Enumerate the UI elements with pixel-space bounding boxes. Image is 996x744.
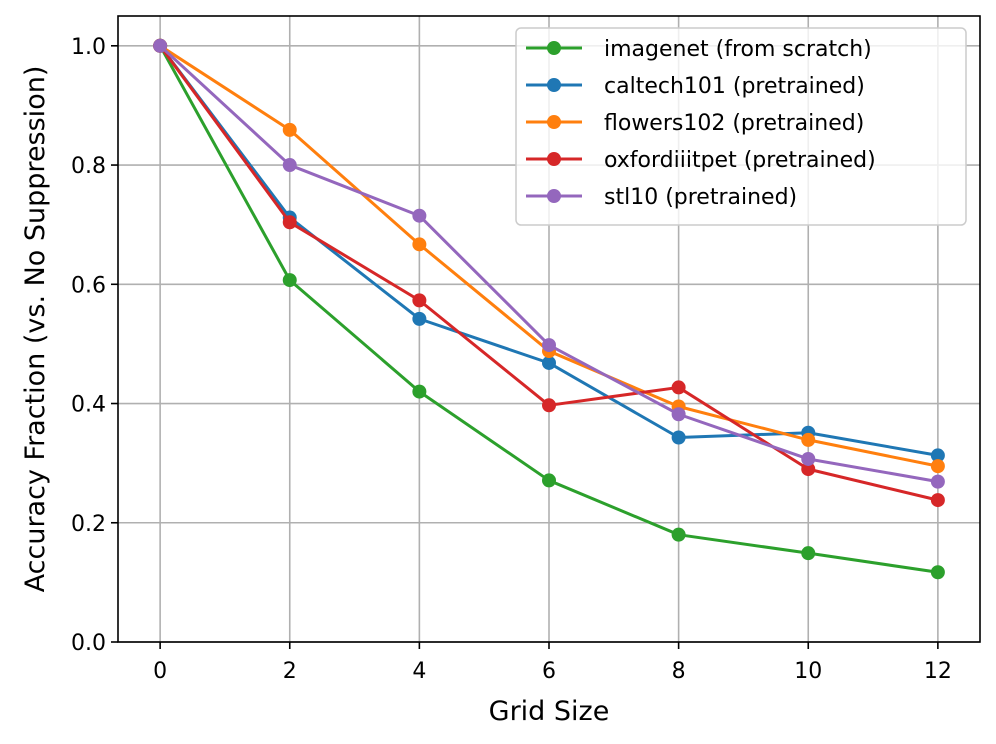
legend: imagenet (from scratch) caltech101 (pretr…	[515, 27, 967, 226]
legend-label: oxfordiiitpet (pretrained)	[604, 148, 876, 173]
x-tick-label: 2	[283, 659, 297, 684]
series-lines	[153, 38, 945, 580]
series-3	[153, 38, 945, 508]
series-4	[153, 38, 945, 489]
x-tick-label: 6	[542, 659, 556, 684]
legend-entry: caltech101 (pretrained)	[526, 74, 865, 99]
legend-label: imagenet (from scratch)	[604, 37, 872, 62]
legend-label: caltech101 (pretrained)	[604, 74, 865, 99]
x-tick-label: 4	[412, 659, 426, 684]
data-point	[801, 546, 816, 561]
legend-entry: flowers102 (pretrained)	[526, 111, 864, 136]
y-tick-label: 1.0	[71, 35, 106, 60]
x-tick-label: 0	[153, 659, 167, 684]
legend-marker	[547, 78, 561, 92]
data-point	[542, 398, 556, 413]
data-point	[412, 293, 427, 308]
x-axis-title: Grid Size	[489, 696, 610, 727]
data-point	[412, 384, 427, 399]
data-point	[801, 432, 816, 447]
data-point	[153, 38, 168, 53]
y-tick-label: 0.6	[71, 273, 106, 298]
data-point	[930, 493, 945, 508]
data-point	[671, 407, 686, 422]
axis-ticks: 0 2 4 6 8 10 12 0.0 0.2 0.4 0.6 0.8 1.0	[71, 35, 952, 684]
data-point	[671, 430, 686, 445]
legend-box	[515, 27, 967, 226]
x-tick-label: 12	[924, 659, 952, 684]
x-tick-label: 8	[672, 659, 686, 684]
data-point	[282, 273, 297, 288]
y-tick-label: 0.8	[71, 154, 106, 179]
legend-label: flowers102 (pretrained)	[604, 111, 864, 136]
legend-label: stl10 (pretrained)	[604, 185, 797, 210]
legend-entry: oxfordiiitpet (pretrained)	[526, 148, 876, 173]
legend-entry: imagenet (from scratch)	[526, 37, 872, 62]
data-point	[930, 448, 945, 463]
data-point	[542, 338, 556, 353]
data-point	[930, 474, 945, 489]
y-axis-title: Accuracy Fraction (vs. No Suppression)	[20, 66, 51, 593]
data-point	[412, 237, 427, 252]
legend-marker	[547, 189, 561, 203]
data-point	[801, 451, 816, 466]
legend-entry: stl10 (pretrained)	[526, 185, 797, 210]
data-point	[282, 158, 297, 173]
legend-marker	[547, 115, 561, 129]
x-tick-label: 10	[794, 659, 822, 684]
data-point	[801, 462, 816, 477]
data-point	[412, 208, 427, 223]
data-point	[671, 380, 686, 395]
data-point	[930, 459, 945, 474]
data-point	[412, 311, 427, 326]
data-point	[542, 473, 556, 488]
y-tick-label: 0.0	[71, 631, 106, 656]
data-point	[930, 565, 945, 580]
y-tick-label: 0.2	[71, 512, 106, 537]
data-point	[282, 122, 297, 137]
y-tick-label: 0.4	[71, 393, 106, 418]
series-0	[153, 38, 945, 580]
data-point	[542, 355, 556, 370]
data-point	[671, 527, 686, 542]
legend-marker	[547, 41, 561, 55]
data-point	[282, 215, 297, 230]
legend-marker	[547, 152, 561, 166]
